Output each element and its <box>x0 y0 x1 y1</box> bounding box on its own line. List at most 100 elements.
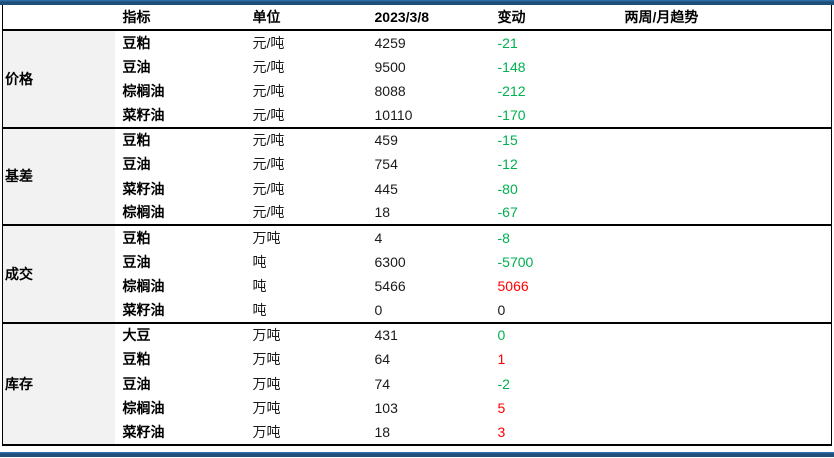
unit-cell: 吨 <box>252 278 267 295</box>
value-cell: 4259 <box>374 34 406 51</box>
indicator-cell: 棕榈油 <box>122 400 165 417</box>
table-row: 棕榈油 万吨 103 5 <box>3 396 832 420</box>
value-cell: 445 <box>374 180 398 197</box>
indicator-cell: 豆油 <box>122 375 151 392</box>
group-label: 成交 <box>2 225 115 323</box>
indicator-cell: 菜籽油 <box>122 301 165 318</box>
table-group: 库存 大豆 万吨 431 0 豆粕 万吨 64 1 豆油 万吨 74 -2 棕榈油 万吨 103 5 菜籽油 万吨 1… <box>2 322 832 445</box>
change-cell: -2 <box>497 375 510 392</box>
unit-cell: 元/吨 <box>252 132 285 149</box>
value-cell: 9500 <box>374 58 406 75</box>
value-cell: 754 <box>374 156 398 173</box>
unit-cell: 万吨 <box>252 423 281 440</box>
change-cell: -148 <box>497 58 526 75</box>
table-row: 成交 豆粕 万吨 4 -8 <box>2 225 832 323</box>
unit-cell: 吨 <box>252 301 267 318</box>
top-accent-bar <box>0 0 834 5</box>
value-cell: 8088 <box>374 82 406 99</box>
group-label: 基差 <box>2 127 115 226</box>
header-corner-cell <box>3 5 115 30</box>
indicator-cell: 豆粕 <box>122 34 151 51</box>
change-cell: -212 <box>497 82 526 99</box>
value-cell: 18 <box>374 204 391 221</box>
unit-cell: 万吨 <box>252 400 281 417</box>
table-row: 豆油 万吨 74 -2 <box>3 371 832 395</box>
change-cell: 3 <box>497 423 506 440</box>
trend-cell <box>617 420 832 444</box>
trend-cell <box>617 396 832 420</box>
unit-cell: 万吨 <box>252 229 281 246</box>
indicator-cell: 菜籽油 <box>122 106 165 123</box>
indicator-cell: 豆油 <box>122 156 151 173</box>
group-label: 库存 <box>2 322 115 445</box>
indicator-cell: 菜籽油 <box>122 423 165 440</box>
trend-cell <box>617 128 832 152</box>
trend-cell <box>617 298 832 322</box>
indicator-cell: 豆粕 <box>122 132 151 149</box>
value-cell: 74 <box>374 375 391 392</box>
unit-cell: 万吨 <box>252 327 281 344</box>
change-cell: -67 <box>497 204 518 221</box>
indicator-cell: 豆粕 <box>122 351 151 368</box>
header-date: 2023/3/8 <box>374 9 430 25</box>
trend-cell <box>617 79 832 103</box>
value-cell: 4 <box>374 229 383 246</box>
table-row: 豆粕 万吨 64 1 <box>3 347 832 371</box>
change-cell: 0 <box>497 301 506 318</box>
table-row: 菜籽油 万吨 18 3 <box>3 420 832 444</box>
indicator-cell: 豆油 <box>122 58 151 75</box>
bottom-accent-bar <box>0 452 834 457</box>
unit-cell: 元/吨 <box>252 58 285 75</box>
table-group: 价格 豆粕 元/吨 4259 -21 豆油 元/吨 9500 -148 棕榈油 元/吨 8088 -21… <box>2 30 832 128</box>
trend-cell <box>617 323 832 347</box>
value-cell: 103 <box>374 400 398 417</box>
indicator-cell: 大豆 <box>122 327 151 344</box>
table-row: 棕榈油 吨 5466 5066 <box>3 274 832 298</box>
header-trend: 两周/月趋势 <box>624 9 699 25</box>
table-row: 菜籽油 元/吨 445 -80 <box>3 176 832 200</box>
change-cell: -21 <box>497 34 518 51</box>
group-label: 价格 <box>2 30 115 128</box>
value-cell: 0 <box>374 301 383 318</box>
trend-cell <box>617 201 832 225</box>
indicator-cell: 豆油 <box>122 253 151 270</box>
trend-cell <box>617 54 832 78</box>
table-row: 价格 豆粕元/吨 4259 -21 <box>2 30 832 128</box>
value-cell: 431 <box>374 327 398 344</box>
table-group: 基差 豆粕 元/吨 459 -15 豆油 元/吨 754 -12 菜籽油 元/吨 445 -80 棕榈油元… <box>2 127 832 226</box>
unit-cell: 元/吨 <box>252 82 285 99</box>
change-cell: -8 <box>497 229 510 246</box>
change-cell: 1 <box>497 351 506 368</box>
header-unit: 单位 <box>252 9 281 25</box>
indicator-cell: 棕榈油 <box>122 204 165 221</box>
trend-cell <box>617 152 832 176</box>
trend-cell <box>617 274 832 298</box>
change-cell: 5 <box>497 400 506 417</box>
unit-cell: 元/吨 <box>252 106 285 123</box>
indicator-cell: 豆粕 <box>122 229 151 246</box>
unit-cell: 元/吨 <box>252 204 285 221</box>
indicator-cell: 棕榈油 <box>122 82 165 99</box>
indicator-cell: 棕榈油 <box>122 278 165 295</box>
unit-cell: 元/吨 <box>252 156 285 173</box>
trend-cell <box>617 103 832 127</box>
value-cell: 10110 <box>374 106 413 123</box>
table-row: 菜籽油 吨 0 0 <box>3 298 832 322</box>
unit-cell: 元/吨 <box>252 180 285 197</box>
unit-cell: 万吨 <box>252 351 281 368</box>
change-cell: -15 <box>497 132 518 149</box>
value-cell: 6300 <box>374 253 406 270</box>
unit-cell: 吨 <box>252 253 267 270</box>
trend-cell <box>617 225 832 249</box>
value-cell: 5466 <box>374 278 406 295</box>
table-header-row: 指标 单位 2023/3/8 变动 两周/月趋势 <box>2 5 832 30</box>
commodity-table: 指标 单位 2023/3/8 变动 两周/月趋势 价格 豆粕 元/吨 4259 -21 豆… <box>2 5 832 446</box>
table-row: 基差 豆粕 元/吨 459 -15 <box>2 127 832 226</box>
table-row: 棕榈油 元/吨 18 -67 <box>3 201 832 225</box>
change-cell: 0 <box>497 327 506 344</box>
trend-cell <box>617 176 832 200</box>
change-cell: -170 <box>497 106 526 123</box>
unit-cell: 万吨 <box>252 375 281 392</box>
trend-cell <box>617 30 832 54</box>
